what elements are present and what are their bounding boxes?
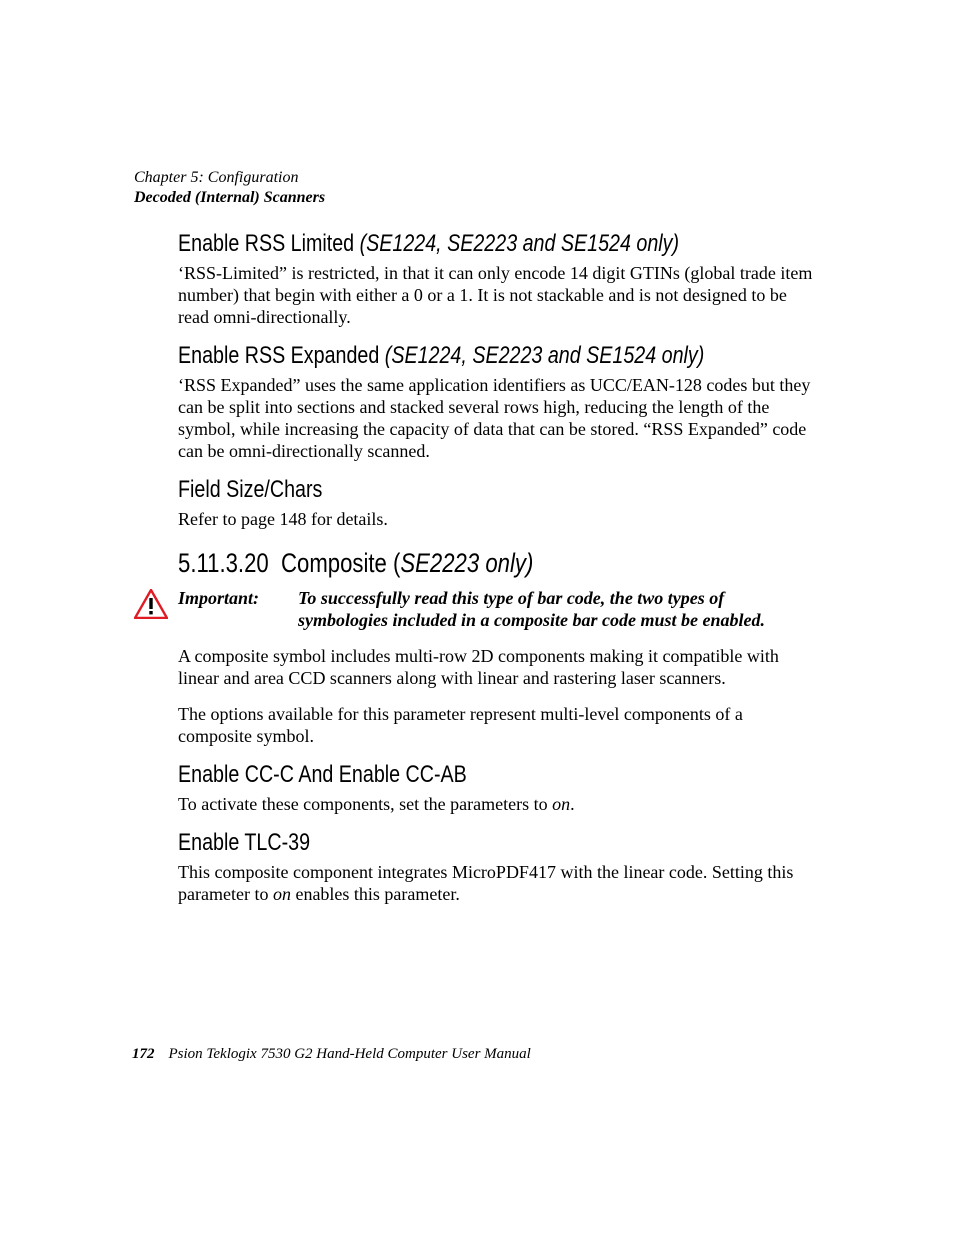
section-label: Decoded (Internal) Scanners [134,188,325,208]
body-composite-1: A composite symbol includes multi-row 2D… [178,645,818,689]
page-number: 172 [132,1046,155,1062]
heading-text: Enable TLC-39 [178,829,310,856]
running-header: Chapter 5: Configuration Decoded (Intern… [134,168,325,208]
text-ital: on [273,884,291,904]
chapter-label: Chapter 5: Configuration [134,168,325,188]
heading-text: Field Size/Chars [178,476,322,503]
body-rss-limited: ‘RSS-Limited” is restricted, in that it … [178,262,818,328]
content-area: Enable RSS Limited (SE1224, SE2223 and S… [178,230,818,919]
heading-number: 5.11.3.20 [178,548,269,578]
body-composite-2: The options available for this parameter… [178,703,818,747]
body-field-size: Refer to page 148 for details. [178,508,818,530]
manual-title: Psion Teklogix 7530 G2 Hand-Held Compute… [169,1046,531,1062]
heading-ccc: Enable CC-C And Enable CC-AB [178,761,703,789]
text-post: . [570,794,575,814]
document-page: Chapter 5: Configuration Decoded (Intern… [0,0,954,1235]
note-message: To successfully read this type of bar co… [298,587,786,631]
heading-composite: 5.11.3.20 Composite (SE2223 only) [178,548,703,579]
note-text: Important:To successfully read this type… [178,587,786,631]
page-footer: 172 Psion Teklogix 7530 G2 Hand-Held Comp… [132,1046,531,1063]
body-rss-expanded: ‘RSS Expanded” uses the same application… [178,374,818,462]
text-ital: on [552,794,570,814]
heading-qualifier: SE2223 only) [400,548,533,578]
text-post: enables this parameter. [291,884,460,904]
important-note: Important:To successfully read this type… [134,587,818,631]
heading-qualifier: (SE1224, SE2223 and SE1524 only) [385,342,704,369]
heading-tlc39: Enable TLC-39 [178,829,703,857]
heading-text: Enable RSS Limited [178,230,360,257]
note-label: Important: [178,587,298,609]
heading-text: Composite [281,548,387,578]
text-pre: To activate these components, set the pa… [178,794,552,814]
body-ccc: To activate these components, set the pa… [178,793,818,815]
heading-rss-limited: Enable RSS Limited (SE1224, SE2223 and S… [178,230,703,258]
heading-text: Enable CC-C And Enable CC-AB [178,761,467,788]
heading-qualifier: (SE1224, SE2223 and SE1524 only) [360,230,679,257]
text-pre: This composite component integrates Micr… [178,862,793,904]
heading-field-size: Field Size/Chars [178,476,703,504]
heading-text: Enable RSS Expanded [178,342,385,369]
heading-rss-expanded: Enable RSS Expanded (SE1224, SE2223 and … [178,342,703,370]
warning-icon [134,589,168,619]
body-tlc39: This composite component integrates Micr… [178,861,818,905]
